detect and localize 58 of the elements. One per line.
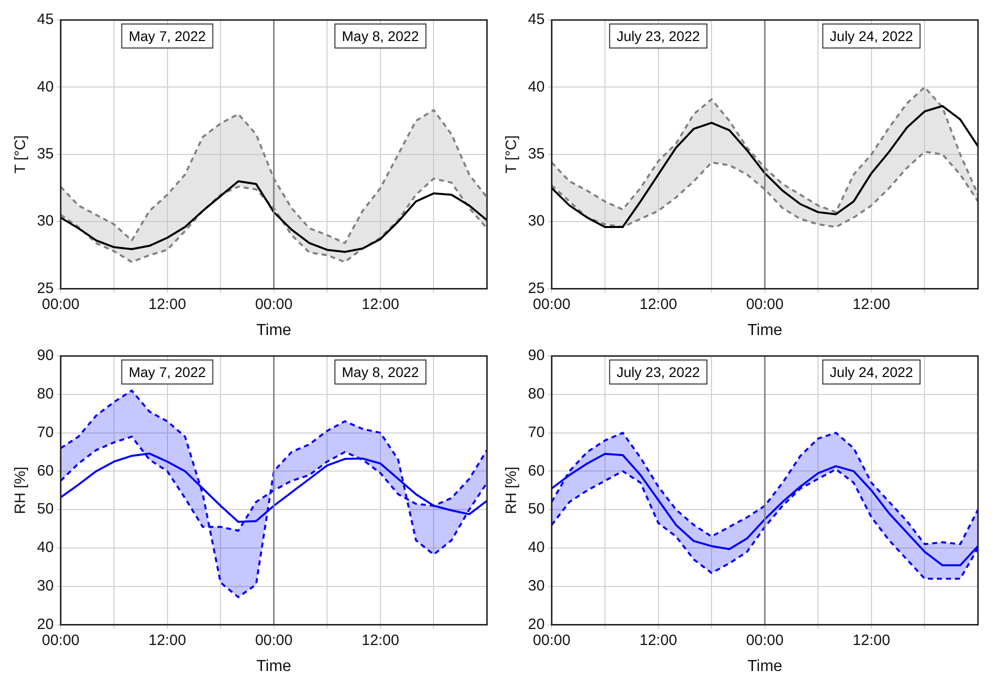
x-tick-label: 12:00 <box>639 296 678 313</box>
x-tick-label: 00:00 <box>255 632 293 649</box>
y-axis-title: T [°C] <box>503 135 520 174</box>
annotation: May 8, 2022 <box>342 364 420 380</box>
y-tick-label: 20 <box>528 616 545 633</box>
annotation: July 23, 2022 <box>616 364 700 380</box>
x-tick-label: 12:00 <box>362 296 400 313</box>
annotation: May 8, 2022 <box>342 28 420 44</box>
y-tick-label: 20 <box>36 616 54 633</box>
y-tick-label: 50 <box>36 500 54 518</box>
annotation: May 7, 2022 <box>128 364 206 380</box>
x-tick-label: 00:00 <box>42 632 80 649</box>
y-tick-label: 90 <box>36 347 54 364</box>
x-axis-title: Time <box>256 322 292 339</box>
x-tick-label: 00:00 <box>255 296 293 313</box>
y-tick-label: 40 <box>36 539 54 556</box>
y-tick-label: 35 <box>36 146 54 163</box>
x-tick-label: 00:00 <box>532 632 570 649</box>
y-tick-label: 30 <box>528 212 545 230</box>
y-tick-label: 90 <box>528 347 545 364</box>
y-tick-label: 70 <box>36 424 54 441</box>
x-tick-label: 00:00 <box>746 632 784 649</box>
y-tick-label: 30 <box>36 212 54 230</box>
y-tick-label: 25 <box>528 280 545 297</box>
y-tick-label: 50 <box>528 500 545 518</box>
x-axis-title: Time <box>256 658 292 675</box>
x-tick-label: 12:00 <box>639 632 678 649</box>
y-tick-label: 80 <box>36 386 54 403</box>
x-tick-label: 00:00 <box>42 296 80 313</box>
y-tick-label: 70 <box>528 424 545 441</box>
y-tick-label: 25 <box>36 280 54 297</box>
y-tick-label: 35 <box>528 146 545 163</box>
annotation: July 23, 2022 <box>616 28 700 44</box>
y-tick-label: 40 <box>528 78 545 96</box>
x-tick-label: 00:00 <box>532 296 570 313</box>
y-axis-title: RH [%] <box>503 466 520 514</box>
y-tick-label: 80 <box>528 386 545 403</box>
y-tick-label: 45 <box>528 11 545 28</box>
y-tick-label: 45 <box>36 11 54 28</box>
y-tick-label: 40 <box>528 539 545 556</box>
y-tick-label: 60 <box>528 462 545 480</box>
x-tick-label: 12:00 <box>852 632 890 649</box>
y-tick-label: 30 <box>528 578 545 595</box>
y-tick-label: 30 <box>36 578 54 595</box>
y-tick-label: 40 <box>36 78 54 96</box>
y-axis-title: RH [%] <box>12 466 30 514</box>
x-tick-label: 00:00 <box>746 296 784 313</box>
annotation: July 24, 2022 <box>830 364 914 380</box>
x-tick-label: 12:00 <box>362 632 400 649</box>
x-axis-title: Time <box>747 658 782 675</box>
y-tick-label: 60 <box>36 462 54 480</box>
x-tick-label: 12:00 <box>148 296 186 313</box>
annotation: July 24, 2022 <box>830 28 914 44</box>
x-tick-label: 12:00 <box>852 296 890 313</box>
y-axis-title: T [°C] <box>12 135 30 174</box>
annotation: May 7, 2022 <box>128 28 206 44</box>
x-axis-title: Time <box>747 322 782 339</box>
x-tick-label: 12:00 <box>148 632 186 649</box>
